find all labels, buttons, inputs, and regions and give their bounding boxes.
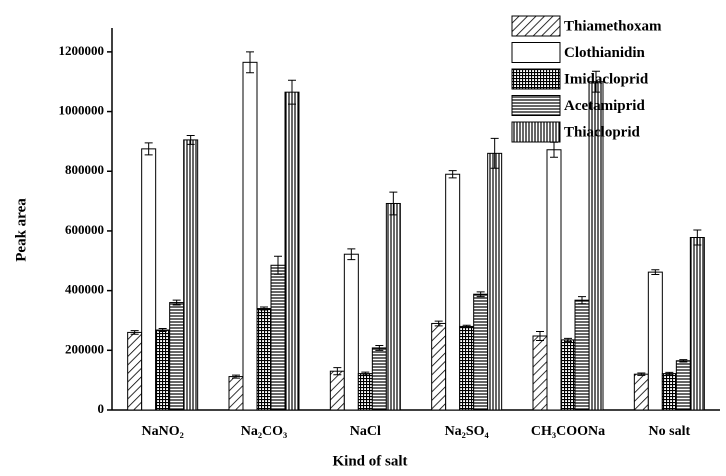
error-bar xyxy=(693,229,702,246)
legend-swatch xyxy=(511,68,561,90)
bar xyxy=(155,329,171,411)
x-tick-label: CH₃COONa xyxy=(531,424,605,439)
legend-label: Thiacloprid xyxy=(564,124,641,140)
bar xyxy=(459,325,475,411)
bar xyxy=(574,299,590,411)
error-bar xyxy=(462,324,471,329)
error-bar xyxy=(158,328,167,333)
error-bar xyxy=(578,296,586,305)
bar xyxy=(445,173,461,411)
legend-label: Clothianidin xyxy=(564,45,646,61)
bar xyxy=(242,61,258,411)
bar xyxy=(329,370,345,411)
bar xyxy=(127,331,143,411)
bar xyxy=(560,339,576,411)
legend-swatch xyxy=(511,42,561,63)
y-tick-label: 600000 xyxy=(65,222,104,237)
x-tick-label: Na₂SO₄ xyxy=(445,424,490,439)
legend-swatch xyxy=(511,121,561,143)
bar xyxy=(371,347,387,411)
error-bar xyxy=(536,331,544,341)
error-bar xyxy=(333,367,342,376)
x-axis-title: Kind of salt xyxy=(332,453,407,469)
bar xyxy=(270,264,286,411)
error-bar xyxy=(347,248,356,261)
bar xyxy=(546,149,562,411)
legend-label: Thiamethoxam xyxy=(564,18,662,34)
legend-label: Acetamiprid xyxy=(564,98,645,114)
y-tick-label: 800000 xyxy=(65,162,104,177)
bar xyxy=(431,322,447,411)
error-bar xyxy=(172,299,181,306)
error-bar xyxy=(651,269,660,276)
error-bar xyxy=(490,137,499,169)
bar xyxy=(675,360,691,411)
y-tick-label: 0 xyxy=(98,401,105,416)
error-bar xyxy=(434,320,443,327)
error-bar xyxy=(637,372,646,376)
x-tick-label: NaCl xyxy=(350,424,381,439)
error-bar xyxy=(144,142,153,156)
bar xyxy=(661,373,677,411)
bar xyxy=(343,253,359,411)
y-tick-label: 1200000 xyxy=(59,43,105,58)
error-bar xyxy=(665,371,674,376)
bar xyxy=(183,139,199,411)
bar xyxy=(228,376,244,411)
error-bar xyxy=(130,330,139,335)
error-bar xyxy=(476,291,485,298)
bar xyxy=(532,335,548,411)
x-tick-label: No salt xyxy=(649,424,691,439)
bar xyxy=(689,237,705,411)
error-bar xyxy=(246,51,254,74)
y-tick-label: 400000 xyxy=(65,282,104,297)
error-bar xyxy=(186,134,195,145)
error-bar xyxy=(274,255,282,275)
bar xyxy=(169,302,185,411)
bar xyxy=(647,271,663,411)
legend-swatch xyxy=(511,95,561,116)
y-tick-label: 1000000 xyxy=(59,103,105,118)
legend-swatch xyxy=(511,15,561,37)
error-bar xyxy=(232,374,240,379)
error-bar xyxy=(361,371,370,376)
bar xyxy=(487,152,503,411)
error-bar xyxy=(389,191,398,216)
error-bar xyxy=(260,306,268,311)
error-bar xyxy=(448,170,457,179)
error-bar xyxy=(679,359,688,363)
y-axis-title: Peak area xyxy=(13,198,29,262)
bar xyxy=(141,148,157,411)
bar xyxy=(284,91,300,411)
error-bar xyxy=(564,337,572,342)
bar xyxy=(256,308,272,411)
x-tick-label: Na₂CO₃ xyxy=(241,424,288,439)
error-bar xyxy=(288,79,296,105)
x-tick-label: NaNO₂ xyxy=(142,424,184,439)
error-bar xyxy=(375,345,384,351)
bar xyxy=(385,202,401,411)
y-tick-label: 200000 xyxy=(65,341,104,356)
bar xyxy=(357,373,373,411)
bar xyxy=(473,293,489,411)
error-bar xyxy=(592,70,600,93)
legend-label: Imidacloprid xyxy=(564,71,649,87)
bar xyxy=(633,373,649,411)
